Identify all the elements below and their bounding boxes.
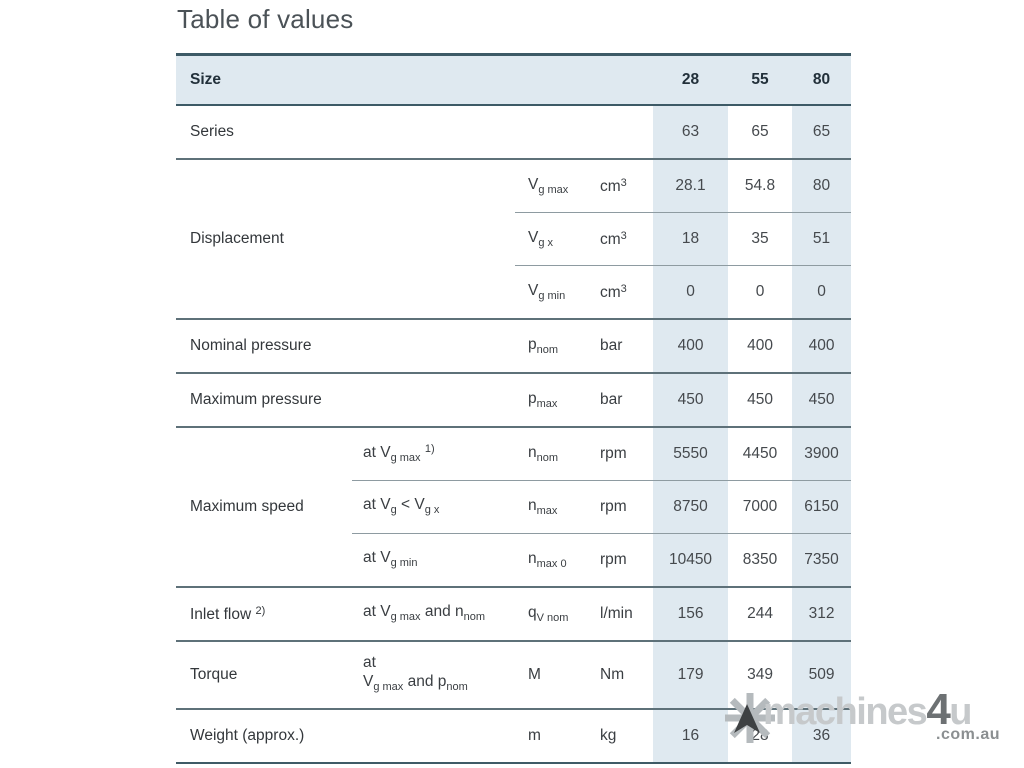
cell-condition: at Vg max and nnom xyxy=(352,587,515,642)
cell-label: Maximum speed xyxy=(176,427,352,588)
cell-symbol: m xyxy=(515,709,592,764)
watermark-brand-start: machines xyxy=(763,691,928,733)
table-row: Maximum speed at Vg max 1) nnom rpm 5550 4450… xyxy=(176,427,852,588)
cell-value: 509 xyxy=(792,641,852,710)
cell-symbol: pnom xyxy=(515,319,592,374)
cell-label: Series xyxy=(176,105,654,160)
page-title: Table of values xyxy=(177,4,354,34)
cell-value: 80 xyxy=(792,159,852,213)
cell-value: 65 xyxy=(792,105,852,160)
table-row: Inlet flow 2) at Vg max and nnom qV nom l/m… xyxy=(176,587,852,642)
cell-symbol: Vg x xyxy=(515,212,592,266)
cell-symbol: Vg max xyxy=(515,159,592,213)
cell-symbol: qV nom xyxy=(515,587,592,642)
cell-value: 63 xyxy=(653,105,729,160)
cell-unit: l/min xyxy=(592,587,654,642)
watermark-wordmark: machines4u xyxy=(763,688,972,733)
cell-value: 0 xyxy=(792,265,852,320)
table-row: Nominal pressure pnom bar 400 400 400 xyxy=(176,319,852,374)
cell-value: 0 xyxy=(728,265,793,320)
cell-unit: Nm xyxy=(592,641,654,710)
table-row: Torque at Vg max and pnom M Nm 179 349 509 xyxy=(176,641,852,710)
cell-value: 4450 xyxy=(728,427,793,481)
cell-value: 400 xyxy=(653,319,729,374)
cell-condition: at Vg < Vg x xyxy=(352,480,515,534)
cell-symbol: Vg min xyxy=(515,265,592,320)
table-header: Size 28 55 80 xyxy=(176,53,852,106)
cell-unit: rpm xyxy=(592,427,654,481)
cell-value: 54.8 xyxy=(728,159,793,213)
cell-value: 28.1 xyxy=(653,159,729,213)
cell-unit: rpm xyxy=(592,480,654,534)
cell-value: 51 xyxy=(792,212,852,266)
cell-value: 5550 xyxy=(653,427,729,481)
cell-label: Inlet flow 2) xyxy=(176,587,352,642)
cell-value: 8350 xyxy=(728,533,793,588)
table-row: Vg x cm3 18 35 51 xyxy=(176,212,852,266)
table-row: Displacement Vg max cm3 28.1 54.8 80 xyxy=(176,159,852,320)
cell-unit: bar xyxy=(592,319,654,374)
table-row: at Vg < Vg x nmax rpm 8750 7000 6150 xyxy=(176,480,852,534)
cell-value: 7350 xyxy=(792,533,852,588)
table-row: Weight (approx.) m kg 16 28 36 xyxy=(176,709,852,764)
values-table: Size 28 55 80 Series 63 65 65 Displacement Vg… xyxy=(176,53,852,764)
cell-value: 450 xyxy=(792,373,852,428)
cell-value: 312 xyxy=(792,587,852,642)
cell-unit: cm3 xyxy=(592,159,654,213)
cell-label: Torque xyxy=(176,641,352,710)
cell-value: 3900 xyxy=(792,427,852,481)
cell-value: 65 xyxy=(728,105,793,160)
cell-symbol: nnom xyxy=(515,427,592,481)
cell-value: 16 xyxy=(653,709,729,764)
cell-value: 6150 xyxy=(792,480,852,534)
table-row: Maximum pressure pmax bar 450 450 450 xyxy=(176,373,852,428)
cell-value: 179 xyxy=(653,641,729,710)
cell-value: 0 xyxy=(653,265,729,320)
cell-value: 10450 xyxy=(653,533,729,588)
cell-unit: cm3 xyxy=(592,265,654,320)
watermark-brand-end: u xyxy=(949,691,972,733)
cell-value: 8750 xyxy=(653,480,729,534)
cell-value: 400 xyxy=(728,319,793,374)
cell-label: Displacement xyxy=(176,159,515,320)
header-size-55: 55 xyxy=(728,53,793,106)
cell-label: Weight (approx.) xyxy=(176,709,515,764)
table-of-values: Size 28 55 80 Series 63 65 65 Displacement Vg… xyxy=(176,53,852,764)
cell-value: 156 xyxy=(653,587,729,642)
cell-unit: bar xyxy=(592,373,654,428)
cell-value: 36 xyxy=(792,709,852,764)
cell-unit: kg xyxy=(592,709,654,764)
cell-symbol: pmax xyxy=(515,373,592,428)
cell-unit: cm3 xyxy=(592,212,654,266)
header-row: Size 28 55 80 xyxy=(176,53,852,106)
cell-label: Maximum pressure xyxy=(176,373,515,428)
header-size-80: 80 xyxy=(792,53,852,106)
table-body: Series 63 65 65 Displacement Vg max cm3 28.1 54.… xyxy=(176,105,852,764)
cell-symbol: nmax 0 xyxy=(515,533,592,588)
cell-value: 450 xyxy=(653,373,729,428)
cell-value: 35 xyxy=(728,212,793,266)
cell-label: Nominal pressure xyxy=(176,319,515,374)
cell-symbol: M xyxy=(515,641,592,710)
cell-value: 400 xyxy=(792,319,852,374)
cell-value: 7000 xyxy=(728,480,793,534)
cell-condition: at Vg max 1) xyxy=(352,427,515,481)
header-size-28: 28 xyxy=(653,53,729,106)
cell-condition: at Vg min xyxy=(352,533,515,588)
header-size-label: Size xyxy=(176,53,654,106)
table-row: at Vg min nmax 0 rpm 10450 8350 7350 xyxy=(176,533,852,588)
cell-unit: rpm xyxy=(592,533,654,588)
table-row: Series 63 65 65 xyxy=(176,105,852,160)
north-arrow-cursor-icon xyxy=(734,704,760,733)
watermark: machines4u .com.au xyxy=(718,688,1018,760)
cell-symbol: nmax xyxy=(515,480,592,534)
cell-value: 244 xyxy=(728,587,793,642)
watermark-domain: .com.au xyxy=(936,726,1000,743)
cell-value: 450 xyxy=(728,373,793,428)
cell-condition: at Vg max and pnom xyxy=(352,641,515,710)
cell-value: 18 xyxy=(653,212,729,266)
watermark-brand-accent: 4 xyxy=(926,685,950,734)
table-row: Vg min cm3 0 0 0 xyxy=(176,265,852,320)
